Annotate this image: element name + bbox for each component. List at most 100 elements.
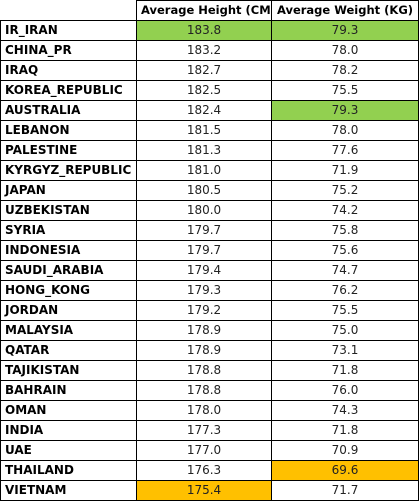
country-cell[interactable]: IRAQ [0,60,137,81]
weight-cell[interactable]: 73.1 [271,340,419,361]
height-cell[interactable]: 179.7 [136,220,272,241]
table-row: INDIA 177.3 71.8 [0,420,419,441]
country-cell[interactable]: CHINA_PR [0,40,137,61]
height-cell[interactable]: 182.5 [136,80,272,101]
height-cell[interactable]: 181.0 [136,160,272,181]
height-cell[interactable]: 179.2 [136,300,272,321]
weight-cell[interactable]: 71.8 [271,360,419,381]
table-body: IR_IRAN 183.8 79.3 CHINA_PR 183.2 78.0 IRAQ 182… [0,20,419,501]
height-cell[interactable]: 182.4 [136,100,272,121]
height-cell[interactable]: 178.0 [136,400,272,421]
table-row: UAE 177.0 70.9 [0,440,419,461]
country-cell[interactable]: MALAYSIA [0,320,137,341]
header-cell-weight[interactable]: Average Weight (KG) [271,0,419,21]
height-cell[interactable]: 177.0 [136,440,272,461]
table-row: OMAN 178.0 74.3 [0,400,419,421]
table-row: CHINA_PR 183.2 78.0 [0,40,419,61]
table-row: HONG_KONG 179.3 76.2 [0,280,419,301]
table-row: IR_IRAN 183.8 79.3 [0,20,419,41]
country-cell[interactable]: UZBEKISTAN [0,200,137,221]
height-cell[interactable]: 180.0 [136,200,272,221]
table-row: AUSTRALIA 182.4 79.3 [0,100,419,121]
table-row: UZBEKISTAN 180.0 74.2 [0,200,419,221]
table-row: KOREA_REPUBLIC 182.5 75.5 [0,80,419,101]
country-cell[interactable]: PALESTINE [0,140,137,161]
weight-cell[interactable]: 75.0 [271,320,419,341]
height-cell[interactable]: 179.3 [136,280,272,301]
height-cell[interactable]: 182.7 [136,60,272,81]
country-cell[interactable]: TAJIKISTAN [0,360,137,381]
header-row: Average Height (CM) Average Weight (KG) [0,0,419,21]
weight-cell[interactable]: 71.7 [271,480,419,501]
weight-cell[interactable]: 75.5 [271,300,419,321]
table-row: SAUDI_ARABIA 179.4 74.7 [0,260,419,281]
height-cell[interactable]: 178.8 [136,380,272,401]
height-cell[interactable]: 179.4 [136,260,272,281]
weight-cell[interactable]: 71.8 [271,420,419,441]
table-row: BAHRAIN 178.8 76.0 [0,380,419,401]
height-cell[interactable]: 180.5 [136,180,272,201]
header-cell-country [0,0,137,21]
country-cell[interactable]: JAPAN [0,180,137,201]
weight-cell[interactable]: 74.7 [271,260,419,281]
country-cell[interactable]: UAE [0,440,137,461]
country-cell[interactable]: THAILAND [0,460,137,481]
weight-cell[interactable]: 74.3 [271,400,419,421]
country-cell[interactable]: HONG_KONG [0,280,137,301]
header-cell-height[interactable]: Average Height (CM) [136,0,272,21]
weight-cell[interactable]: 75.8 [271,220,419,241]
height-cell[interactable]: 177.3 [136,420,272,441]
table-row: THAILAND 176.3 69.6 [0,460,419,481]
height-cell[interactable]: 175.4 [136,480,272,501]
weight-cell[interactable]: 79.3 [271,20,419,41]
weight-cell[interactable]: 77.6 [271,140,419,161]
weight-cell[interactable]: 76.0 [271,380,419,401]
height-cell[interactable]: 181.3 [136,140,272,161]
weight-cell[interactable]: 74.2 [271,200,419,221]
country-cell[interactable]: IR_IRAN [0,20,137,41]
country-cell[interactable]: INDONESIA [0,240,137,261]
country-cell[interactable]: KYRGYZ_REPUBLIC [0,160,137,181]
country-cell[interactable]: SAUDI_ARABIA [0,260,137,281]
height-cell[interactable]: 178.8 [136,360,272,381]
height-cell[interactable]: 178.9 [136,320,272,341]
weight-cell[interactable]: 78.0 [271,120,419,141]
country-cell[interactable]: QATAR [0,340,137,361]
table-row: LEBANON 181.5 78.0 [0,120,419,141]
table-row: TAJIKISTAN 178.8 71.8 [0,360,419,381]
country-cell[interactable]: OMAN [0,400,137,421]
weight-cell[interactable]: 71.9 [271,160,419,181]
country-cell[interactable]: INDIA [0,420,137,441]
height-cell[interactable]: 178.9 [136,340,272,361]
country-cell[interactable]: BAHRAIN [0,380,137,401]
height-cell[interactable]: 183.8 [136,20,272,41]
height-cell[interactable]: 181.5 [136,120,272,141]
weight-cell[interactable]: 70.9 [271,440,419,461]
table-row: VIETNAM 175.4 71.7 [0,480,419,501]
country-cell[interactable]: SYRIA [0,220,137,241]
weight-cell[interactable]: 69.6 [271,460,419,481]
country-cell[interactable]: VIETNAM [0,480,137,501]
height-cell[interactable]: 176.3 [136,460,272,481]
country-cell[interactable]: LEBANON [0,120,137,141]
weight-cell[interactable]: 78.0 [271,40,419,61]
table-row: JAPAN 180.5 75.2 [0,180,419,201]
weight-cell[interactable]: 75.5 [271,80,419,101]
table-row: QATAR 178.9 73.1 [0,340,419,361]
table-row: MALAYSIA 178.9 75.0 [0,320,419,341]
table-header: Average Height (CM) Average Weight (KG) [0,0,419,21]
weight-cell[interactable]: 78.2 [271,60,419,81]
weight-cell[interactable]: 79.3 [271,100,419,121]
country-cell[interactable]: KOREA_REPUBLIC [0,80,137,101]
table-row: SYRIA 179.7 75.8 [0,220,419,241]
weight-cell[interactable]: 75.2 [271,180,419,201]
country-cell[interactable]: JORDAN [0,300,137,321]
weight-cell[interactable]: 75.6 [271,240,419,261]
height-cell[interactable]: 183.2 [136,40,272,61]
country-cell[interactable]: AUSTRALIA [0,100,137,121]
weight-cell[interactable]: 76.2 [271,280,419,301]
table-row: PALESTINE 181.3 77.6 [0,140,419,161]
height-cell[interactable]: 179.7 [136,240,272,261]
table-row: JORDAN 179.2 75.5 [0,300,419,321]
